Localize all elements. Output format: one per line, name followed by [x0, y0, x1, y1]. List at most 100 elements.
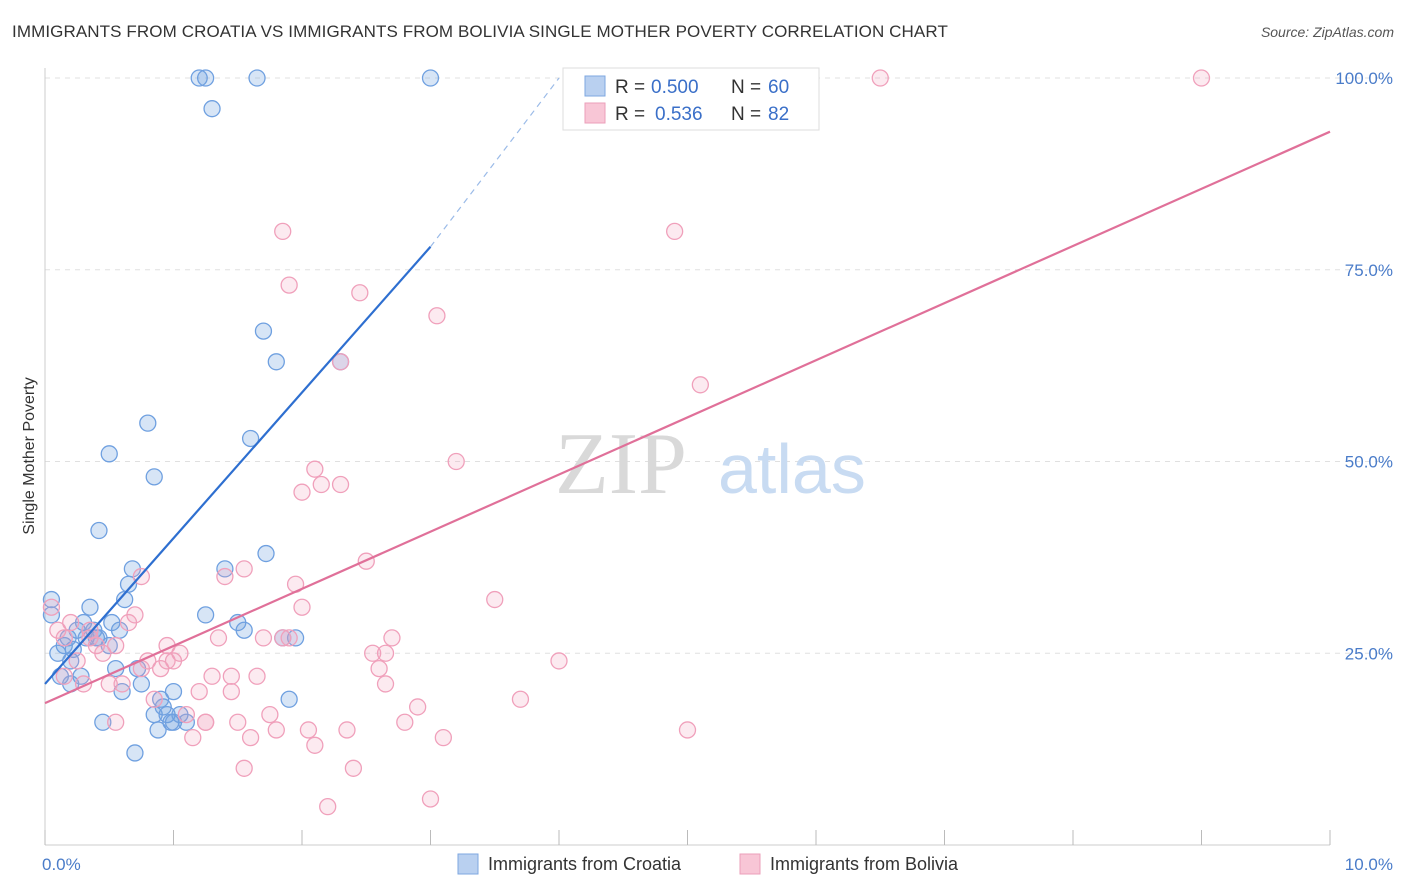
point-bolivia	[216, 567, 234, 586]
point-bolivia	[254, 629, 273, 647]
legend-swatch-bolivia	[584, 102, 606, 124]
point-bolivia	[203, 667, 221, 685]
point-bolivia	[293, 598, 311, 616]
point-bolivia	[428, 307, 446, 325]
point-bolivia	[42, 598, 61, 616]
point-bolivia	[370, 659, 388, 678]
point-croatia	[267, 353, 285, 371]
bottom-legend: Immigrants from Croatia Immigrants from …	[457, 853, 959, 875]
chart-title: IMMIGRANTS FROM CROATIA VS IMMIGRANTS FR…	[12, 22, 948, 41]
chart-source: Source: ZipAtlas.com	[1260, 24, 1394, 40]
point-bolivia	[171, 644, 189, 662]
point-croatia	[62, 652, 80, 670]
point-croatia	[235, 621, 253, 639]
point-croatia	[94, 713, 112, 731]
point-croatia	[241, 429, 260, 448]
point-croatia	[100, 445, 118, 463]
legend-r-label-1: R =	[615, 77, 645, 98]
trend-lines	[44, 77, 1331, 705]
trend-line-bolivia	[44, 130, 1331, 705]
point-bolivia	[100, 675, 118, 693]
point-bolivia	[486, 590, 504, 609]
data-points	[42, 69, 1211, 816]
point-bolivia	[274, 629, 292, 647]
legend-n-label-1: N =	[731, 77, 761, 98]
point-bolivia	[1192, 69, 1211, 87]
legend-n-label-2: N =	[731, 104, 761, 125]
point-bolivia	[126, 606, 144, 624]
point-bolivia	[306, 736, 324, 754]
point-bolivia	[190, 682, 208, 701]
trend-line-croatia	[44, 246, 432, 685]
point-bolivia	[293, 483, 311, 501]
point-bolivia	[344, 759, 363, 777]
point-croatia	[190, 69, 208, 87]
grid-lines	[45, 77, 1395, 654]
point-bolivia	[94, 644, 112, 662]
point-bolivia	[280, 629, 298, 647]
legend-r-value-2: 0.536	[655, 104, 703, 125]
point-bolivia	[261, 705, 279, 724]
point-bolivia	[550, 652, 568, 670]
point-bolivia	[81, 621, 99, 639]
y-tick-label: 50.0%	[1345, 453, 1393, 472]
point-bolivia	[331, 353, 350, 371]
point-bolivia	[666, 222, 684, 241]
point-croatia	[149, 721, 167, 739]
point-bolivia	[55, 667, 73, 685]
point-bolivia	[447, 452, 465, 471]
point-bolivia	[396, 713, 414, 731]
trend-line-croatia-extension	[430, 77, 560, 248]
legend-swatch-croatia	[584, 75, 606, 97]
point-bolivia	[248, 667, 266, 685]
point-bolivia	[222, 682, 240, 701]
point-bolivia	[158, 652, 176, 670]
point-bolivia	[280, 276, 298, 294]
point-bolivia	[62, 613, 80, 632]
point-bolivia	[338, 721, 356, 739]
point-bolivia	[107, 636, 125, 655]
point-bolivia	[691, 376, 709, 394]
legend-r-value-1: 0.500	[651, 77, 699, 98]
point-bolivia	[434, 728, 453, 747]
point-croatia	[286, 629, 305, 647]
point-bolivia	[107, 713, 125, 731]
point-croatia	[81, 598, 99, 616]
point-croatia	[196, 606, 215, 624]
x-tick-label: 0.0%	[42, 855, 81, 874]
point-croatia	[421, 69, 440, 87]
point-croatia	[132, 675, 151, 693]
watermark-zip: ZIP	[555, 416, 687, 513]
point-bolivia	[364, 644, 382, 662]
point-bolivia	[299, 721, 318, 739]
point-bolivia	[229, 713, 247, 731]
point-bolivia	[511, 690, 530, 708]
point-bolivia	[209, 629, 228, 647]
legend-r-label-2: R =	[615, 104, 645, 125]
point-bolivia	[113, 675, 131, 693]
point-bolivia	[68, 652, 86, 670]
point-croatia	[280, 690, 298, 708]
point-bolivia	[408, 698, 427, 716]
axes	[44, 68, 1331, 846]
y-tick-label: 25.0%	[1345, 644, 1393, 663]
point-bolivia	[331, 475, 350, 494]
point-croatia	[145, 468, 163, 486]
point-bolivia	[267, 721, 285, 739]
bottom-legend-swatch-bolivia	[739, 853, 761, 875]
point-bolivia	[235, 560, 253, 578]
point-croatia	[254, 322, 273, 340]
point-bolivia	[376, 675, 395, 693]
point-bolivia	[319, 798, 337, 816]
legend-box: R = 0.500 N = 60 R = 0.536 N = 82	[562, 67, 820, 131]
point-bolivia	[196, 713, 215, 731]
point-bolivia	[145, 690, 163, 708]
point-bolivia	[222, 667, 240, 685]
x-tick-label: 10.0%	[1345, 855, 1393, 874]
point-bolivia	[383, 629, 401, 647]
point-bolivia	[351, 284, 369, 302]
point-croatia	[164, 713, 183, 731]
y-axis-title: Single Mother Poverty	[21, 377, 38, 534]
point-croatia	[203, 100, 221, 118]
point-bolivia	[241, 728, 260, 747]
